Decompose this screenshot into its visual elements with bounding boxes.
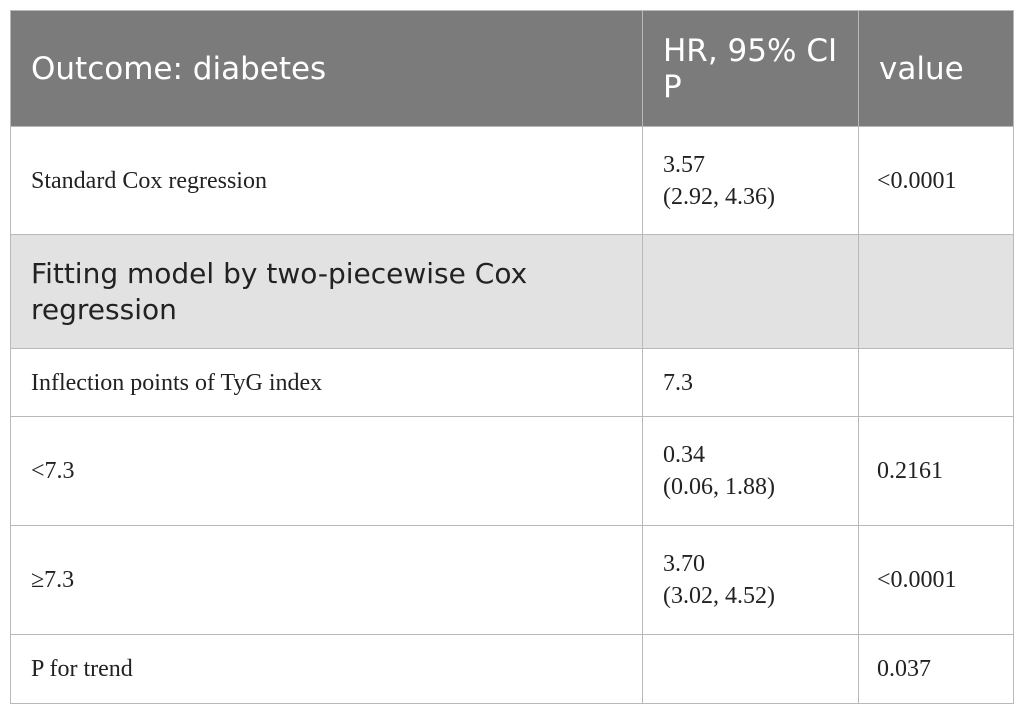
table-row-inflection-point: Inflection points of TyG index 7.3 xyxy=(10,348,1014,417)
p-value: 0.037 xyxy=(858,634,1014,704)
p-value: <0.0001 xyxy=(858,525,1014,635)
p-value xyxy=(858,348,1014,417)
ci-value: (3.02, 4.52) xyxy=(663,583,775,609)
header-row: Outcome: diabetes HR, 95% CI P value xyxy=(10,10,1014,127)
p-value xyxy=(858,234,1014,349)
table-row-above-threshold: ≥7.3 3.70 (3.02, 4.52) <0.0001 xyxy=(10,525,1014,635)
row-label: P for trend xyxy=(10,634,643,704)
row-label: <7.3 xyxy=(10,416,643,526)
ci-value: (0.06, 1.88) xyxy=(663,474,775,500)
header-p-value: value xyxy=(858,10,1014,127)
hr-value: 0.34 xyxy=(663,442,705,468)
row-label: ≥7.3 xyxy=(10,525,643,635)
table-row-standard-cox: Standard Cox regression 3.57 (2.92, 4.36… xyxy=(10,126,1014,235)
header-outcome: Outcome: diabetes xyxy=(10,10,643,127)
section-label: Fitting model by two-piecewise Cox regre… xyxy=(10,234,643,349)
row-label: Inflection points of TyG index xyxy=(10,348,643,417)
table-row-section-piecewise: Fitting model by two-piecewise Cox regre… xyxy=(10,234,1014,349)
row-hr-ci: 3.70 (3.02, 4.52) xyxy=(642,525,859,635)
row-hr-ci: 0.34 (0.06, 1.88) xyxy=(642,416,859,526)
hr-value: 3.70 xyxy=(663,551,705,577)
row-hr-ci xyxy=(642,234,859,349)
ci-value: (2.92, 4.36) xyxy=(663,183,775,210)
table-row-p-for-trend: P for trend 0.037 xyxy=(10,634,1014,704)
header-hr-ci: HR, 95% CI P xyxy=(642,10,859,127)
results-table: Outcome: diabetes HR, 95% CI P value Sta… xyxy=(10,10,1014,704)
row-hr-ci xyxy=(642,634,859,704)
table-body: Standard Cox regression 3.57 (2.92, 4.36… xyxy=(10,126,1014,704)
table-header: Outcome: diabetes HR, 95% CI P value xyxy=(10,10,1014,127)
hr-value: 3.57 xyxy=(663,151,705,178)
hr-value: 7.3 xyxy=(642,348,859,417)
table-row-below-threshold: <7.3 0.34 (0.06, 1.88) 0.2161 xyxy=(10,416,1014,526)
p-value: <0.0001 xyxy=(858,126,1014,235)
row-hr-ci: 3.57 (2.92, 4.36) xyxy=(642,126,859,235)
p-value: 0.2161 xyxy=(858,416,1014,526)
row-label: Standard Cox regression xyxy=(10,126,643,235)
